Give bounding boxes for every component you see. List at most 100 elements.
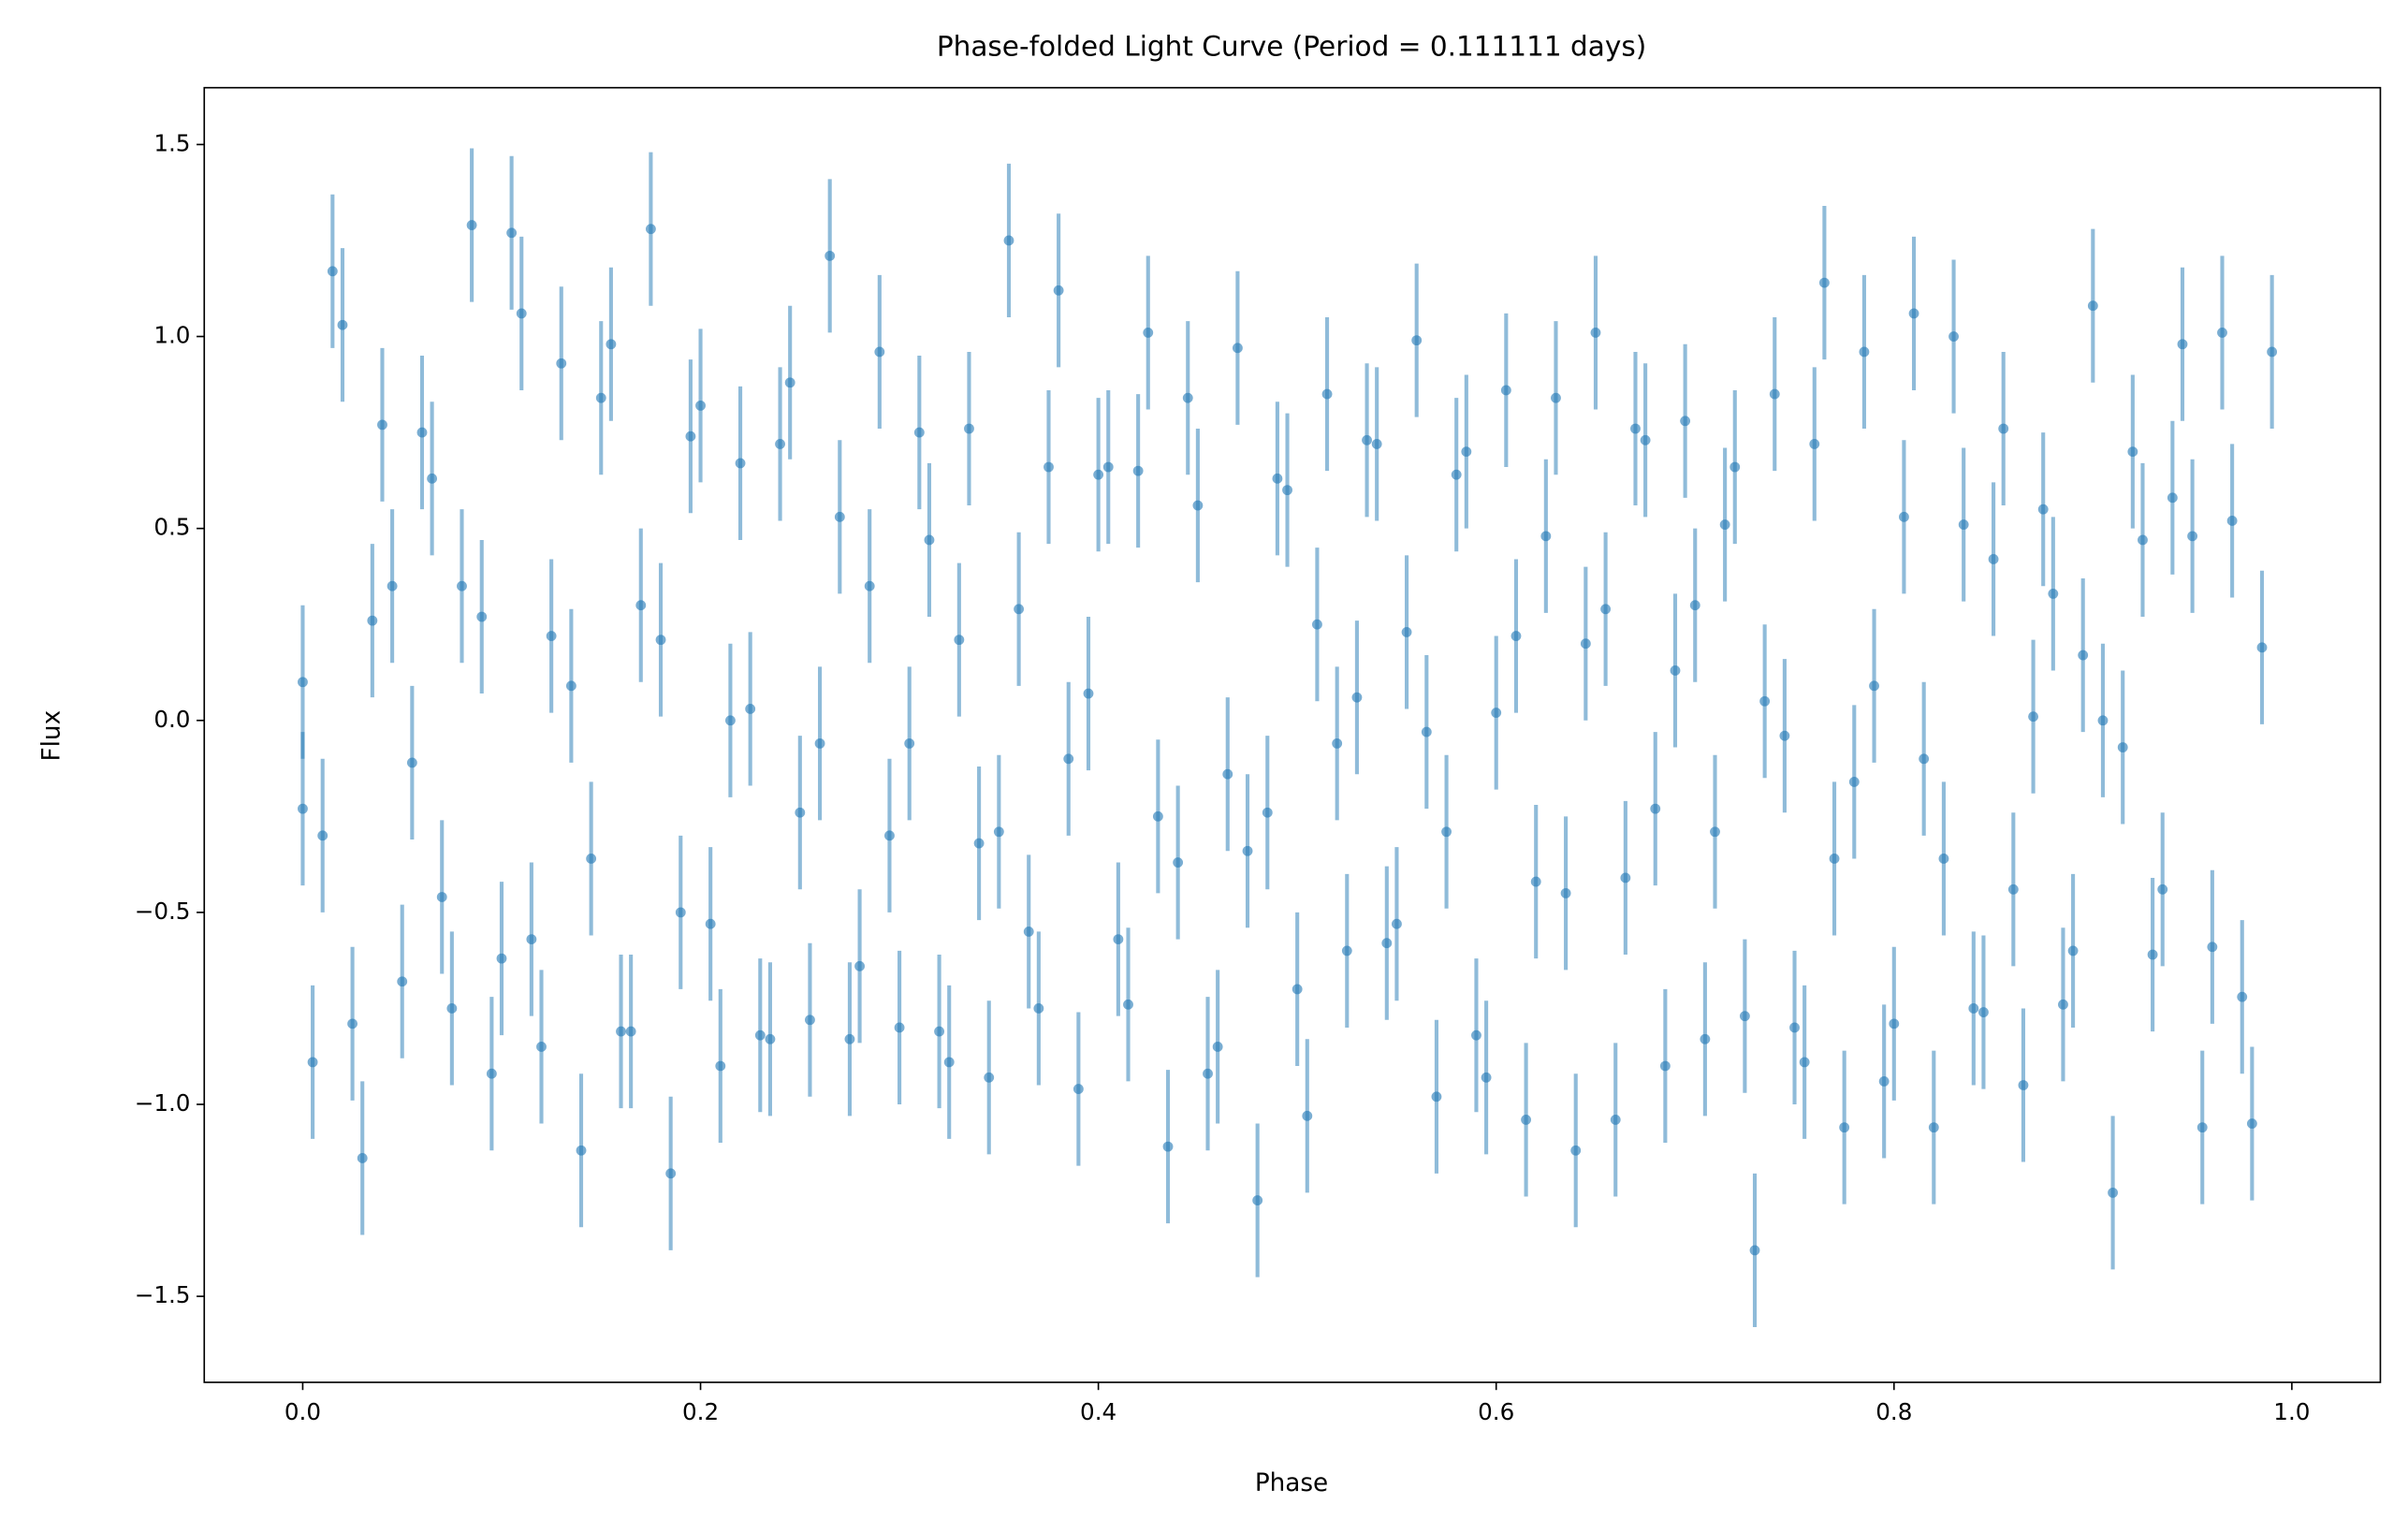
data-point [1869, 680, 1879, 692]
data-point [1551, 392, 1561, 403]
y-tick-label: 0.0 [153, 706, 190, 733]
data-point [1173, 857, 1184, 868]
data-point [1759, 695, 1771, 707]
data-point [1640, 434, 1651, 445]
data-point [913, 427, 925, 438]
data-point [1242, 845, 1253, 856]
data-point [1033, 1003, 1044, 1014]
data-point [1650, 803, 1661, 814]
data-point [595, 392, 606, 403]
y-tick-label: −1.0 [135, 1089, 191, 1117]
data-point [1132, 465, 1144, 476]
data-point [1083, 688, 1094, 699]
data-point [1491, 708, 1502, 718]
data-point [645, 224, 656, 235]
data-point [655, 635, 666, 646]
data-point [854, 960, 865, 971]
data-point [367, 615, 378, 626]
data-point [565, 680, 576, 692]
data-point [1600, 604, 1612, 615]
data-point [2018, 1080, 2029, 1090]
data-point [1262, 807, 1273, 818]
data-point [844, 1033, 855, 1044]
data-point [1282, 485, 1292, 496]
data-point [665, 1168, 677, 1179]
data-point [1570, 1145, 1582, 1156]
data-point [1471, 1029, 1481, 1041]
data-point [2157, 883, 2168, 895]
data-point [457, 580, 467, 591]
data-point [825, 250, 836, 261]
y-tick-label: 1.5 [153, 129, 190, 156]
data-point [2097, 715, 2109, 726]
data-point [1769, 388, 1780, 400]
data-point [2187, 531, 2198, 542]
data-point [1659, 1060, 1671, 1072]
data-point [1719, 519, 1730, 530]
data-point [1321, 388, 1333, 400]
data-point [715, 1060, 726, 1072]
data-point [1053, 285, 1064, 296]
data-point [745, 704, 756, 714]
data-point [1700, 1033, 1711, 1044]
data-point [1152, 810, 1163, 822]
data-point [506, 227, 518, 239]
data-point [964, 423, 974, 434]
data-point [1978, 1007, 1989, 1017]
data-point [2037, 504, 2049, 515]
y-tick-label: 1.0 [153, 322, 190, 349]
data-point [1421, 726, 1432, 737]
data-point [1998, 423, 2009, 434]
data-point [2117, 742, 2128, 752]
data-point [1451, 469, 1462, 480]
data-point [1431, 1091, 1442, 1102]
data-point [1332, 737, 1343, 749]
data-point [427, 473, 438, 484]
data-point [1928, 1122, 1939, 1133]
data-point [397, 976, 408, 987]
data-point [2196, 1122, 2208, 1133]
data-point [317, 830, 328, 841]
data-point [1371, 438, 1382, 449]
data-point [2058, 999, 2068, 1010]
data-point [904, 737, 915, 749]
x-tick-label: 0.6 [1478, 1398, 1514, 1425]
data-point [586, 854, 597, 864]
data-point [616, 1026, 626, 1037]
data-point [1889, 1018, 1900, 1029]
data-point [2127, 446, 2138, 458]
data-point [635, 600, 647, 611]
data-point [1123, 999, 1133, 1010]
x-tick-label: 0.0 [285, 1398, 321, 1425]
data-point [1630, 423, 1641, 434]
data-point [1162, 1141, 1174, 1152]
data-point [1958, 519, 1969, 530]
data-point [2048, 588, 2059, 599]
data-point [1232, 343, 1243, 354]
data-point [556, 358, 567, 369]
data-point [1899, 511, 1909, 522]
data-point [536, 1042, 547, 1052]
data-point [924, 534, 935, 546]
data-point [1411, 335, 1423, 346]
data-point [705, 918, 716, 929]
y-tick-label: −1.5 [135, 1281, 191, 1308]
data-point [1919, 753, 1930, 765]
data-point [546, 631, 557, 641]
data-point [1341, 945, 1352, 956]
data-point [1003, 235, 1014, 246]
data-point [2147, 949, 2158, 960]
data-point [1392, 918, 1402, 929]
data-point [984, 1072, 995, 1083]
data-point [1948, 331, 1959, 342]
data-point [2007, 883, 2019, 895]
chart-title: Phase-folded Light Curve (Period = 0.111… [937, 31, 1646, 63]
data-point [1203, 1068, 1213, 1079]
data-point [357, 1153, 368, 1163]
data-point [2087, 300, 2098, 312]
data-point [1014, 604, 1025, 615]
data-point [2207, 942, 2218, 953]
data-point [1789, 1022, 1800, 1033]
data-point [1710, 826, 1720, 838]
